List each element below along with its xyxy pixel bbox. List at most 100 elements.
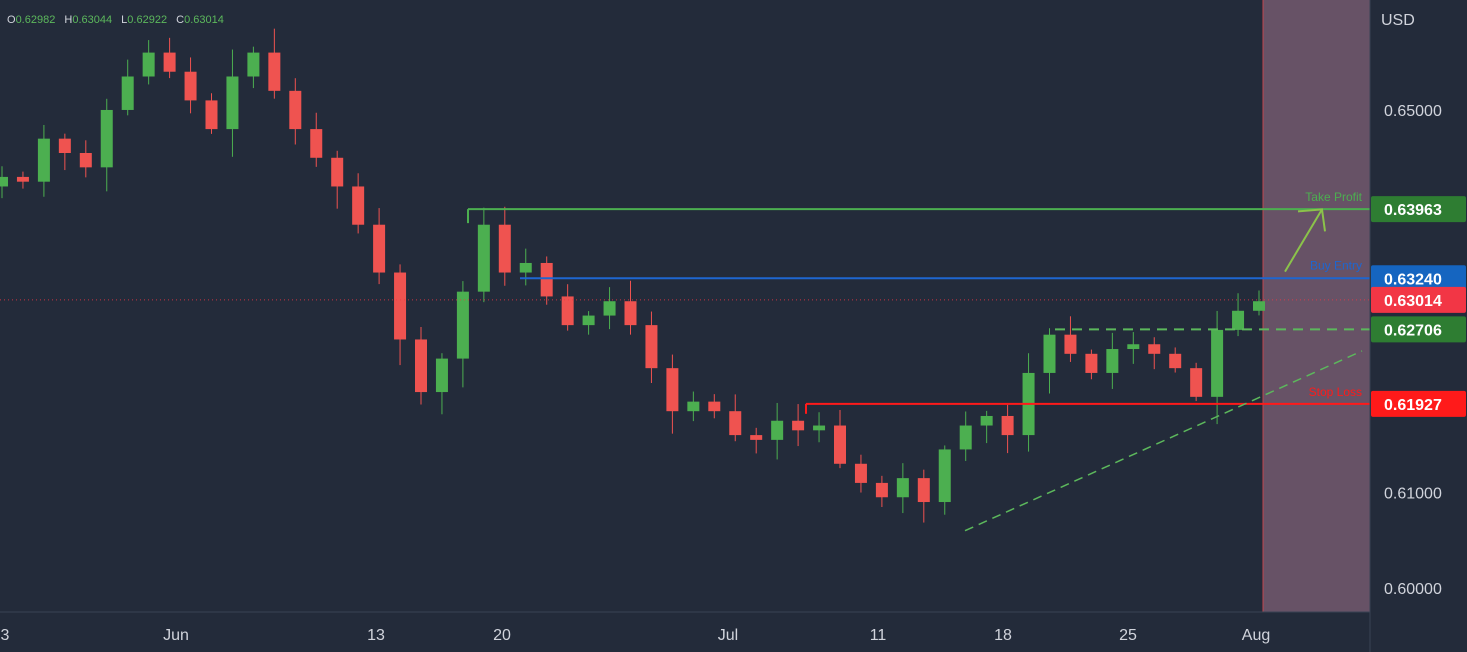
candle-body <box>205 100 218 130</box>
candle-body <box>980 415 993 426</box>
price-badge-label: 0.61927 <box>1384 397 1442 414</box>
candle-body <box>498 224 511 273</box>
candle-body <box>226 76 239 130</box>
candle-body <box>477 224 490 292</box>
candle-body <box>247 52 260 77</box>
price-badge-label: 0.63014 <box>1384 293 1442 310</box>
price-tick-label: 0.60000 <box>1384 581 1442 598</box>
currency-label: USD <box>1381 12 1415 29</box>
candle-body <box>0 176 8 187</box>
candle-body <box>854 463 867 483</box>
candle-body <box>394 272 407 340</box>
candle-body <box>310 129 323 158</box>
ohlc-low: 0.62922 <box>127 14 167 26</box>
candle-body <box>163 52 176 72</box>
ohlc-high: 0.63044 <box>72 14 112 26</box>
candle-body <box>456 291 469 359</box>
candle-body <box>792 420 805 431</box>
time-tick-label: Jun <box>163 627 189 644</box>
forecast-shaded-zone <box>1263 0 1370 612</box>
candle-body <box>352 186 365 225</box>
price-badge <box>1371 316 1466 343</box>
candle-body <box>289 90 302 130</box>
price-badge-label: 0.63963 <box>1384 202 1442 219</box>
candle-body <box>561 296 574 326</box>
candle-body <box>1148 344 1161 354</box>
candle-body <box>331 157 344 187</box>
candle-body <box>813 425 826 431</box>
candle-body <box>184 71 197 101</box>
candle-body <box>1085 353 1098 373</box>
candle-body <box>624 301 637 326</box>
time-tick-label: 11 <box>870 627 887 644</box>
candle-body <box>1043 334 1056 373</box>
candle-body <box>875 482 888 498</box>
forecast-arrow-shaft <box>1284 208 1323 273</box>
candle-body <box>959 425 972 450</box>
candle-body <box>729 411 742 436</box>
time-tick-label: Jul <box>718 627 738 644</box>
price-badge <box>1371 265 1466 292</box>
time-tick-label: 13 <box>367 627 385 644</box>
price-badge-label: 0.62706 <box>1384 322 1442 339</box>
candle-body <box>1001 415 1014 436</box>
price-tick-label: 0.61000 <box>1384 485 1442 502</box>
candle-body <box>1169 353 1182 369</box>
ohlc-high-label: H <box>64 14 72 26</box>
candle-body <box>1190 368 1203 397</box>
candle-body <box>750 435 763 440</box>
time-axis[interactable]: 3 Jun 13 20 Jul 11 18 25 Aug <box>1 627 1271 644</box>
candle-body <box>582 315 595 326</box>
levels-layer: Take Profit Buy Entry Stop Loss <box>0 190 1370 532</box>
candle-body <box>1106 349 1119 373</box>
candle-body <box>645 325 658 369</box>
candle-body <box>834 425 846 464</box>
candle-body <box>79 153 92 168</box>
candle-body <box>1253 301 1265 311</box>
candle-body <box>519 262 532 273</box>
buy-entry-label: Buy Entry <box>1310 258 1362 272</box>
ohlc-open: 0.62982 <box>16 14 56 26</box>
candle-body <box>435 358 448 393</box>
time-tick-label: 18 <box>994 627 1012 644</box>
ohlc-low-label: L <box>121 14 127 26</box>
time-tick-label: 3 <box>1 627 10 644</box>
candle-body <box>415 339 427 393</box>
candle-body <box>1064 334 1077 354</box>
price-axis[interactable]: 0.65000 0.61000 0.60000 0.63963 0.63240 0.630… <box>1371 103 1466 598</box>
candle-body <box>771 420 784 440</box>
time-tick-label: 20 <box>493 627 511 644</box>
ohlc-open-label: O <box>7 14 16 26</box>
candle-body <box>896 478 909 498</box>
ascending-trendline[interactable] <box>964 350 1363 532</box>
price-badge-label: 0.63240 <box>1384 271 1442 288</box>
price-tick-label: 0.65000 <box>1384 103 1442 120</box>
candle-body <box>938 449 951 503</box>
candle-body <box>708 401 721 412</box>
ohlc-readout: O0.62982 H0.63044 L0.62922 C0.63014 <box>7 14 224 26</box>
candle-body <box>121 76 134 110</box>
candle-body <box>1232 310 1245 330</box>
time-tick-label: 25 <box>1119 627 1137 644</box>
time-tick-label: Aug <box>1242 627 1270 644</box>
price-badge <box>1371 390 1466 417</box>
candle-body <box>268 52 281 91</box>
candle-body <box>666 368 679 412</box>
candle-body <box>917 478 930 503</box>
candle-body <box>37 138 50 182</box>
ohlc-close-label: C <box>176 14 184 26</box>
forecast-arrow-head <box>1297 208 1326 232</box>
take-profit-label: Take Profit <box>1305 190 1362 204</box>
candle-body <box>603 301 616 316</box>
candle-body <box>687 401 700 412</box>
candle-body <box>1127 344 1140 350</box>
price-badge <box>1371 196 1466 223</box>
candle-body <box>142 52 155 77</box>
candle-body <box>1211 329 1224 397</box>
ohlc-close: 0.63014 <box>184 14 224 26</box>
candle-body <box>100 109 113 168</box>
candle-body <box>373 224 386 273</box>
